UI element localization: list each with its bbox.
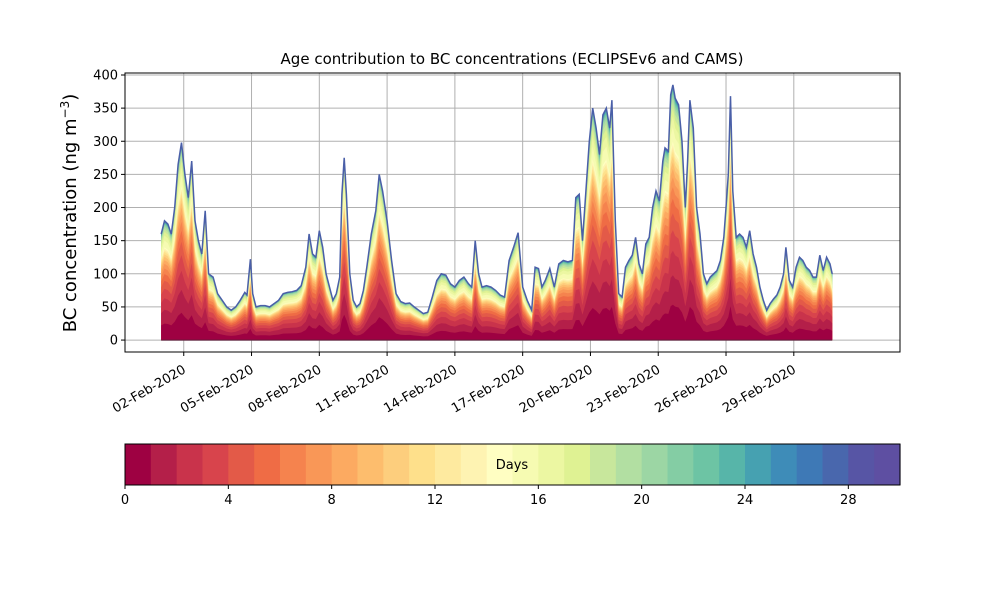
colorbar-tick-label: 4 xyxy=(224,493,232,508)
colorbar-tick-label: 8 xyxy=(328,493,336,508)
colorbar-cell xyxy=(770,444,798,485)
colorbar-ticks: 0 4 8 12 16 20 24 28 xyxy=(121,485,857,508)
y-tick-label: 200 xyxy=(93,201,118,216)
x-tick-label: 29-Feb-2020 xyxy=(720,362,799,416)
y-tick-label: 150 xyxy=(93,234,118,249)
colorbar-cell xyxy=(719,444,746,485)
colorbar-cell xyxy=(538,444,565,485)
colorbar-tick-label: 28 xyxy=(840,493,857,508)
x-tick-label: 26-Feb-2020 xyxy=(652,362,731,416)
x-tick-label: 14-Feb-2020 xyxy=(381,362,460,416)
y-tick-label: 250 xyxy=(93,168,118,183)
colorbar-cell xyxy=(796,444,824,485)
colorbar-tick-label: 24 xyxy=(737,493,754,508)
colorbar-frame xyxy=(124,443,901,486)
colorbar-cell xyxy=(280,444,307,485)
colorbar-cell xyxy=(383,444,410,485)
colorbar-cell xyxy=(254,444,281,485)
x-axis-ticks: 02-Feb-202005-Feb-202008-Feb-202011-Feb-… xyxy=(110,352,799,416)
colorbar-cell xyxy=(176,444,204,485)
plot-area: 0 50 100 150 200 250 300 350 400 02-Feb-202005-F… xyxy=(93,68,901,416)
y-tick-label: 300 xyxy=(93,135,118,150)
colorbar-cell xyxy=(564,444,591,485)
y-axis-label: BC concentration (ng m−3) xyxy=(58,94,81,333)
colorbar-tick-label: 16 xyxy=(530,493,547,508)
colorbar-cell xyxy=(202,444,229,485)
colorbar-cell xyxy=(409,444,436,485)
colorbar: Days 0 4 8 12 16 20 24 28 xyxy=(121,443,901,508)
colorbar-cell xyxy=(590,444,617,485)
y-tick-label: 350 xyxy=(93,102,118,117)
y-tick-label: 0 xyxy=(110,334,118,349)
x-tick-label: 02-Feb-2020 xyxy=(110,362,189,416)
colorbar-cell xyxy=(228,444,255,485)
colorbar-cell xyxy=(667,444,694,485)
colorbar-cell xyxy=(125,444,152,485)
colorbar-cell xyxy=(745,444,772,485)
total-outline xyxy=(160,84,833,315)
colorbar-label: Days xyxy=(496,458,529,473)
plot-frame xyxy=(124,72,901,353)
colorbar-cell xyxy=(512,444,539,485)
x-tick-label: 11-Feb-2020 xyxy=(314,362,393,416)
colorbar-cell xyxy=(848,444,875,485)
colorbar-cell xyxy=(822,444,849,485)
y-tick-label: 50 xyxy=(101,300,118,315)
colorbar-tick-label: 20 xyxy=(633,493,650,508)
colorbar-cell xyxy=(874,444,901,485)
x-tick-label: 08-Feb-2020 xyxy=(246,362,325,416)
colorbar-cell xyxy=(435,444,462,485)
chart-title: Age contribution to BC concentrations (E… xyxy=(281,50,744,68)
colorbar-cell xyxy=(460,444,488,485)
age-layer-0 xyxy=(161,304,833,341)
colorbar-cell xyxy=(150,444,178,485)
colorbar-tick-label: 12 xyxy=(427,493,444,508)
colorbar-cell xyxy=(331,444,359,485)
x-tick-label: 05-Feb-2020 xyxy=(178,362,257,416)
x-tick-label: 23-Feb-2020 xyxy=(585,362,664,416)
y-tick-label: 400 xyxy=(93,68,118,83)
colorbar-cell xyxy=(486,444,514,485)
colorbar-cell xyxy=(305,444,333,485)
colorbar-cell xyxy=(641,444,669,485)
x-tick-label: 17-Feb-2020 xyxy=(449,362,528,416)
colorbar-cell xyxy=(693,444,720,485)
colorbar-cell xyxy=(615,444,643,485)
colorbar-cell xyxy=(357,444,384,485)
colorbar-cells xyxy=(125,444,901,485)
y-axis-ticks: 0 50 100 150 200 250 300 350 400 xyxy=(93,68,125,349)
colorbar-tick-label: 0 xyxy=(121,493,129,508)
y-tick-label: 100 xyxy=(93,267,118,282)
x-tick-label: 20-Feb-2020 xyxy=(517,362,596,416)
stacked-age-areas xyxy=(160,84,833,341)
